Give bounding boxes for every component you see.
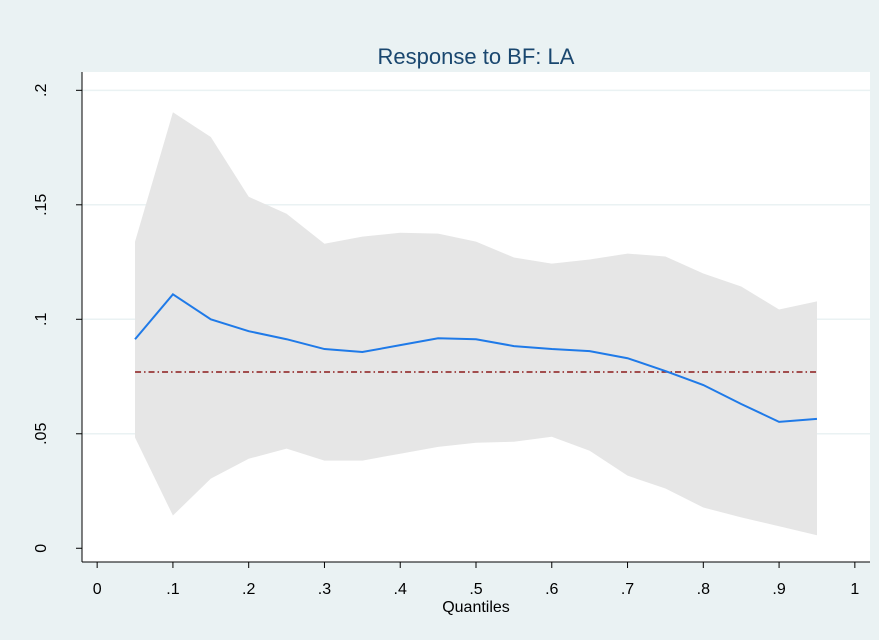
x-axis-label: Quantiles	[442, 599, 510, 616]
x-tick-label: .3	[318, 581, 331, 598]
y-tick-label: .05	[33, 423, 50, 445]
y-tick-label: .15	[33, 194, 50, 216]
x-tick-label: .4	[394, 581, 407, 598]
series-line	[134, 293, 818, 423]
x-tick-label: .2	[242, 581, 255, 598]
y-tick-label: .2	[33, 84, 50, 97]
x-tick-label: .7	[621, 581, 634, 598]
x-tick-label: .5	[469, 581, 482, 598]
y-tick-label: 0	[33, 544, 50, 553]
x-tick-label: .8	[697, 581, 710, 598]
x-tick-label: .9	[772, 581, 785, 598]
confidence-band	[135, 112, 817, 536]
chart-title: Response to BF: LA	[378, 44, 575, 69]
x-tick-label: 1	[850, 581, 859, 598]
y-tick-label: .1	[33, 313, 50, 326]
x-tick-label: .1	[166, 581, 179, 598]
x-tick-label: .6	[545, 581, 558, 598]
x-tick-label: 0	[93, 581, 102, 598]
